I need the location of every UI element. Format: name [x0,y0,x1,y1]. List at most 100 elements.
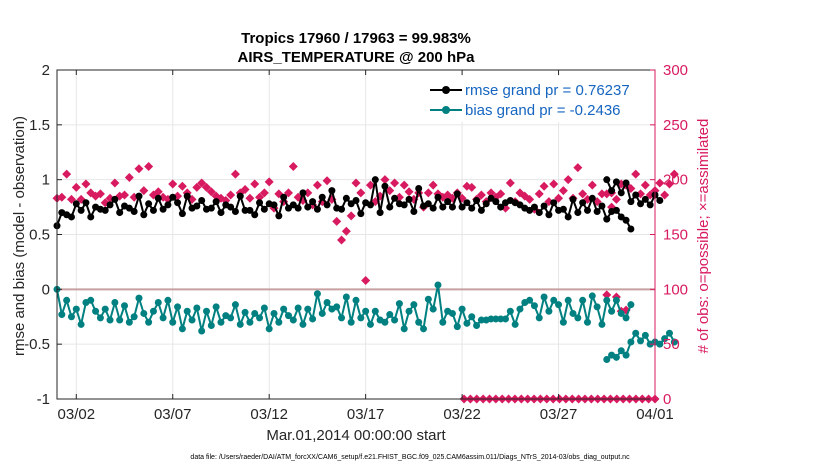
bias-point [448,309,456,317]
rmse-point [212,198,220,206]
rmse-point [149,206,157,214]
bias-point [159,314,167,322]
bias-point [603,296,611,304]
rmse-point [77,206,85,214]
bias-point [381,318,389,326]
legend-rmse-marker [442,86,450,94]
bias-point [371,307,379,315]
bias-point [284,312,292,320]
rmse-point [448,203,456,211]
bias-point [87,296,95,304]
obs-possible-marker [264,177,274,187]
bias-point [506,307,514,315]
rmse-point [130,207,138,215]
obs-possible-marker [380,175,390,185]
bias-point [502,315,509,323]
bias-point [608,307,616,315]
legend: rmse grand pr = 0.76237 bias grand pr = … [428,76,654,122]
rmse-point [492,198,500,206]
rmse-point [116,209,124,217]
obs-possible-marker [640,180,650,190]
bias-point [603,356,611,364]
rmse-point [603,176,611,184]
obs-possible-marker [587,180,597,190]
rmse-point [309,198,317,206]
rmse-point [174,199,182,207]
obs-possible-marker [597,189,607,199]
rmse-point [424,200,432,208]
bias-point [77,320,85,328]
bias-point [294,304,302,312]
bias-point [169,318,177,326]
bias-point [207,322,215,330]
bias-point [612,296,620,304]
obs-possible-marker [669,169,679,179]
rmse-point [338,205,346,213]
obs-possible-marker [365,180,375,190]
bias-point [632,329,640,337]
obs-possible-marker [202,182,211,192]
bias-point [130,313,138,321]
obs-possible-marker [322,176,332,186]
rmse-point [627,198,635,206]
bias-point [622,314,630,322]
rmse-point [164,201,172,209]
obs-possible-marker [153,187,163,197]
legend-box [428,76,654,122]
obs-possible-marker [120,190,130,200]
rmse-point [366,201,374,209]
obs-possible-marker [110,178,120,188]
rmse-point [198,197,206,205]
x-tick-label: 03/02 [58,406,96,423]
rmse-point [617,189,625,197]
obs-possible-marker [404,187,414,197]
series-lines [53,176,678,364]
bias-point [111,298,119,306]
y-tick-label-left: 1.5 [29,117,50,134]
rmse-point [231,207,239,215]
rmse-point [67,213,75,221]
obs-possible-marker [356,188,366,198]
rmse-point [612,206,620,214]
bias-point [391,316,399,324]
bias-point [92,307,100,315]
rmse-point [323,201,331,209]
rmse-point [458,203,466,211]
bias-point [154,298,162,306]
bias-point [289,316,297,324]
rmse-point [569,195,577,203]
rmse-point [101,206,109,214]
obs-possible-marker [62,169,72,179]
bias-point [477,316,485,324]
bias-point [579,296,587,304]
bias-point [106,316,114,324]
rmse-point [540,202,548,210]
rmse-point [72,200,80,208]
rmse-point [444,198,452,206]
bias-point [622,351,630,359]
obs-count-markers [52,162,679,404]
obs-possible-marker [549,179,559,189]
bias-point [67,313,75,321]
bias-point [246,318,254,326]
rmse-point [386,203,394,211]
bias-point [183,307,191,315]
bias-point [323,298,331,306]
bias-point [583,318,591,326]
bias-point [280,305,288,313]
rmse-point [183,192,191,200]
rmse-point [535,209,543,217]
rmse-point [391,194,399,202]
obs-possible-marker [423,188,433,198]
bias-point [526,296,534,304]
bias-point [434,281,442,289]
bias-point [304,305,312,313]
bias-point [366,320,374,328]
rmse-point [550,199,558,207]
rmse-point [154,194,162,202]
bias-point [164,296,172,304]
bias-point [545,307,553,315]
rmse-point [193,202,201,210]
obs-possible-marker [525,194,535,204]
